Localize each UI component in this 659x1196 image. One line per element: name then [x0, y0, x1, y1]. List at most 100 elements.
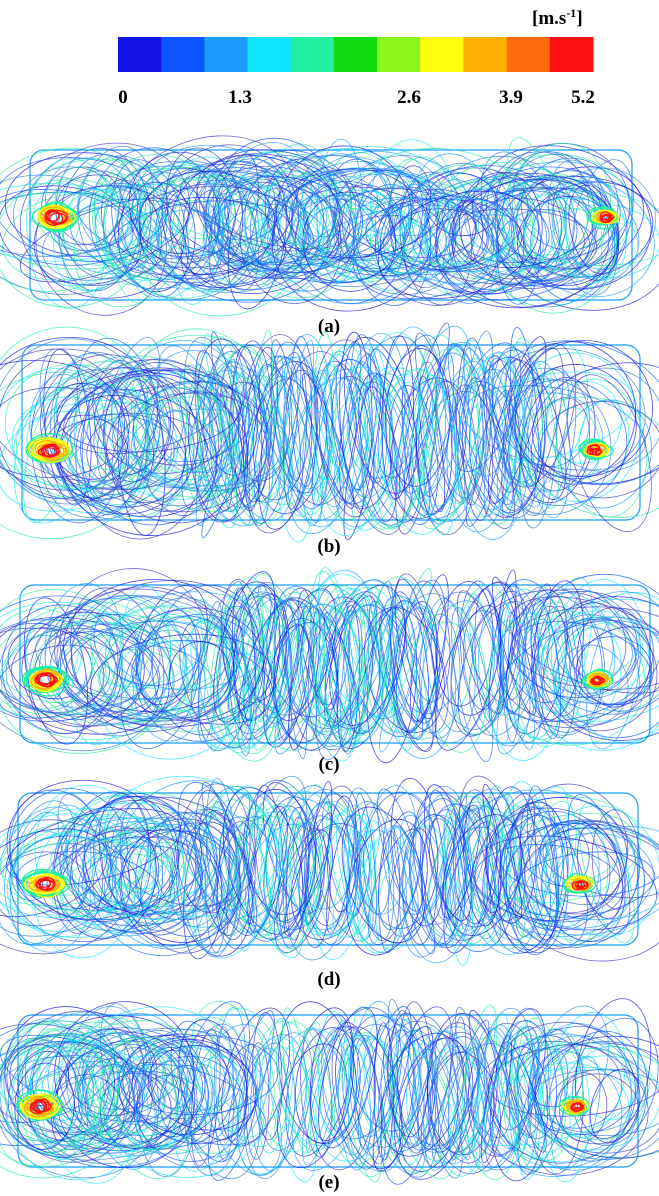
streamline: [0, 178, 146, 308]
streamline: [462, 377, 494, 521]
streamline: [111, 392, 288, 492]
streamline: [383, 1024, 436, 1151]
streamline: [109, 591, 272, 691]
streamline: [11, 1033, 104, 1154]
streamline: [93, 596, 202, 687]
streamline: [114, 185, 289, 269]
streamline: [2, 840, 179, 912]
streamline: [336, 366, 406, 531]
streamline: [343, 801, 407, 953]
streamline: [567, 794, 631, 935]
streamline: [539, 400, 659, 499]
streamline: [313, 171, 434, 237]
streamline: [3, 1037, 83, 1153]
streamline: [385, 347, 451, 487]
streamline: [543, 618, 658, 732]
streamline: [0, 1033, 138, 1158]
streamline: [214, 155, 392, 263]
inlet-jet: [592, 676, 606, 684]
streamline: [236, 1047, 308, 1175]
streamline: [341, 806, 426, 944]
streamline: [261, 148, 415, 268]
streamline: [339, 331, 373, 490]
streamline: [293, 789, 357, 910]
streamline: [435, 343, 484, 499]
colorbar-tick: 5.2: [571, 87, 595, 108]
streamline: [500, 810, 611, 932]
streamline: [263, 587, 312, 724]
streamline: [199, 808, 258, 936]
streamline: [286, 603, 361, 733]
streamline: [505, 810, 559, 956]
streamline: [316, 138, 364, 282]
streamline: [318, 1006, 378, 1149]
streamline: [445, 187, 510, 273]
streamline: [136, 160, 244, 260]
streamline: [198, 170, 284, 241]
streamline: [30, 1032, 104, 1145]
streamline: [401, 164, 534, 298]
inlet-jet: [601, 213, 615, 221]
streamline: [399, 171, 472, 306]
inlet-jet: [35, 672, 56, 685]
streamline: [315, 573, 402, 718]
colorbar-tick: 0: [118, 87, 128, 108]
streamline: [0, 851, 88, 927]
streamline: [443, 792, 499, 945]
colorbar-block: [506, 37, 551, 72]
streamline: [47, 1050, 94, 1121]
streamline: [250, 329, 273, 501]
streamline: [114, 1065, 178, 1137]
streamline: [411, 1026, 480, 1154]
streamline: [315, 366, 391, 537]
streamline: [492, 340, 659, 486]
streamline: [510, 621, 652, 705]
streamline: [295, 784, 332, 917]
colorbar-block: [463, 37, 508, 72]
colorbar-block: [161, 37, 205, 72]
streamline: [568, 184, 620, 275]
streamline: [271, 168, 432, 312]
streamline: [24, 1020, 84, 1121]
streamline: [477, 1027, 523, 1149]
streamline: [54, 360, 165, 470]
streamline: [5, 635, 87, 712]
streamline: [343, 332, 406, 498]
streamline: [559, 196, 617, 284]
streamline: [514, 367, 577, 517]
streamline: [182, 155, 324, 291]
streamline: [545, 367, 659, 472]
streamline: [575, 998, 652, 1140]
streamline: [541, 1041, 590, 1183]
streamline: [0, 157, 167, 262]
streamline: [333, 373, 410, 528]
streamline: [39, 354, 174, 489]
streamline: [188, 373, 249, 522]
streamline: [197, 371, 234, 506]
streamline: [223, 594, 275, 723]
streamline: [532, 616, 659, 751]
streamline: [273, 588, 337, 721]
unit-superscript: -1: [566, 6, 576, 20]
streamline: [457, 590, 528, 736]
streamline: [304, 206, 356, 281]
streamline: [139, 196, 286, 288]
streamline: [531, 580, 584, 721]
streamline: [0, 192, 156, 270]
inlet-jet: [587, 444, 601, 453]
streamline: [570, 636, 653, 706]
streamline: [51, 1040, 188, 1154]
streamline: [419, 613, 461, 739]
streamline: [438, 162, 588, 266]
streamline: [403, 200, 457, 289]
streamline: [438, 1019, 490, 1150]
streamline: [73, 183, 181, 308]
streamline: [502, 805, 558, 927]
streamline: [295, 1027, 361, 1144]
colorbar-block: [290, 37, 335, 72]
streamline: [98, 792, 152, 907]
streamline: [429, 1052, 502, 1175]
streamline: [313, 585, 366, 715]
streamline: [503, 343, 577, 488]
streamline: [514, 364, 637, 485]
